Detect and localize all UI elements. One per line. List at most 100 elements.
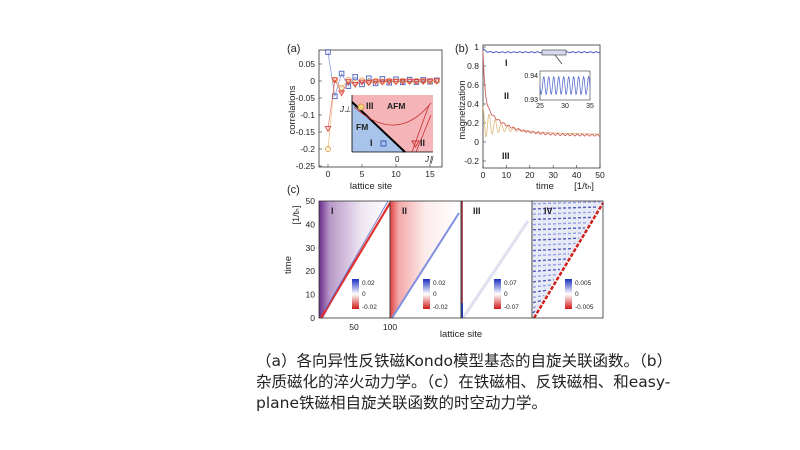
colorbar: [423, 279, 430, 309]
x-tick-label: 10: [502, 170, 512, 180]
data-point-triangle: [426, 78, 434, 85]
x-tick-label: 20: [525, 170, 535, 180]
y-tick-label: 10: [306, 290, 316, 300]
y-tick-label: -0.2: [300, 144, 315, 154]
panel-label: (a): [287, 43, 300, 55]
inset-y-tick-label: 0.94: [524, 73, 538, 80]
subpanel-label: I: [331, 206, 334, 216]
stripe: [532, 258, 567, 262]
subpanel-label: II: [402, 206, 407, 216]
colorbar-tick: 0: [433, 291, 437, 298]
phase-label: FM: [356, 122, 368, 132]
panel-label: (c): [287, 184, 300, 196]
colorbar-tick: -0.02: [433, 304, 448, 311]
stripe: [532, 284, 551, 288]
colorbar: [494, 279, 501, 309]
phase-label: AFM: [387, 101, 405, 111]
data-point-triangle: [372, 79, 380, 86]
inset-origin-label: 0: [395, 155, 400, 164]
data-point-triangle: [338, 90, 346, 97]
y-tick-label: 40: [306, 219, 316, 229]
inset-y-label: J⊥: [339, 105, 351, 114]
colorbar-tick: 0: [575, 291, 579, 298]
heatmap-III: III 0.07 0 -0.07: [460, 200, 533, 319]
heatmap-IV: IV 0.005 0 -0.005: [531, 200, 605, 319]
data-point-square: [379, 76, 386, 82]
stripe: [532, 268, 561, 273]
figure-caption: （a）各向异性反铁磁Kondo模型基态的自旋关联函数。（b） 杂质磁化的淬火动力…: [256, 351, 672, 414]
series-line: [327, 78, 437, 129]
data-point-triangle: [324, 126, 332, 133]
series-I-line: [482, 48, 600, 54]
y-tick-label: 0.4: [467, 99, 479, 109]
colorbar: [352, 279, 359, 309]
marker-circle: [357, 103, 365, 111]
colorbar-tick: -0.02: [362, 304, 377, 311]
x-tick-label: 50: [595, 170, 605, 180]
x-tick-label: 40: [572, 170, 582, 180]
data-point-triangle: [406, 78, 414, 85]
x-tick-label: 100: [383, 322, 397, 332]
inset-x-tick-label: 30: [561, 103, 569, 110]
y-tick-label: 0.8: [467, 61, 479, 71]
data-point-triangle: [399, 78, 407, 85]
series-label: III: [502, 151, 510, 161]
subpanel-label: III: [473, 206, 481, 216]
colorbar-tick: 0: [362, 291, 366, 298]
flow-line: [353, 102, 432, 126]
x-axis-unit: [1/tₕ]: [574, 181, 594, 192]
stripe: [532, 211, 595, 215]
x-axis-label: time: [536, 181, 554, 192]
x-tick-label: 5: [360, 169, 365, 179]
y-tick-label: 0.6: [467, 80, 479, 90]
inset-x-tick-label: 35: [586, 103, 594, 110]
zoom-region: [541, 49, 567, 56]
series-label: II: [504, 91, 509, 101]
stripe: [532, 253, 570, 257]
y-tick-label: -0.15: [296, 127, 316, 137]
y-tick-label: 0.05: [298, 59, 315, 69]
stripe: [532, 237, 579, 241]
x-axis-label: lattice site: [350, 181, 392, 192]
y-tick-label: 20: [306, 266, 316, 276]
panel-label: (b): [455, 43, 468, 55]
y-tick-label: -0.05: [296, 93, 316, 103]
phase-label: III: [366, 101, 374, 111]
colorbar-tick: 0.02: [362, 280, 375, 287]
data-point-triangle: [433, 78, 441, 85]
panel-c: (c) 0 10 20 30 40 50 [1/tₕ] time 50 100 lattice sit…: [283, 184, 605, 340]
y-tick-label: 50: [306, 196, 316, 206]
series-label: I: [505, 58, 508, 68]
y-tick-label: 0: [310, 76, 315, 86]
stripe: [532, 289, 548, 293]
inset-series-line: [539, 75, 591, 96]
colorbar-tick: -0.005: [575, 304, 594, 311]
light-cone-front: [532, 202, 605, 319]
colorbar-tick: 0.005: [575, 280, 592, 287]
stripe: [532, 227, 585, 231]
stripe: [532, 310, 536, 314]
zoom-pointer: [554, 54, 563, 65]
data-point-square: [352, 74, 358, 80]
x-tick-label: 0: [326, 169, 331, 179]
y-axis-label: correlations: [287, 85, 298, 134]
y-tick-label: 1: [474, 42, 479, 52]
colorbar-tick: 0.07: [504, 280, 517, 287]
inset-x-tick-label: 25: [536, 103, 544, 110]
axes-frame: [482, 44, 601, 169]
light-cone-front: [324, 200, 389, 311]
stripe: [532, 279, 554, 283]
colorbar-tick: 0.02: [433, 280, 446, 287]
x-tick-label: 15: [425, 169, 435, 179]
y-tick-label: -0.1: [300, 110, 315, 120]
data-point-triangle: [378, 79, 386, 86]
heatmap-I: I 0.02 0 -0.02: [318, 200, 391, 319]
phase-label: I: [370, 138, 373, 148]
caption-line: 杂质磁化的淬火动力学。（c）在铁磁相、反铁磁相、和easy-: [256, 373, 671, 391]
data-point-triangle: [358, 79, 366, 86]
x-tick-label: 30: [548, 170, 558, 180]
data-point-triangle: [344, 79, 352, 86]
